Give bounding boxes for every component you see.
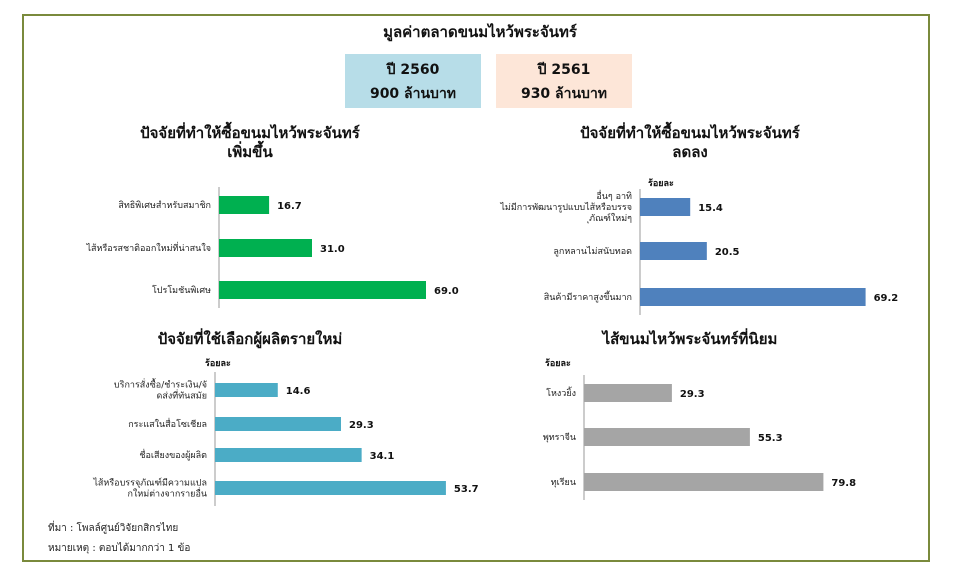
- panel-increase-title-line-1: ปัจจัยที่ทำให้ซื้อขนมไหว้พระจันทร์: [140, 124, 360, 142]
- year-2560-value: 900 ล้านบาท: [369, 86, 457, 102]
- value-label-filling-0: 29.3: [680, 389, 705, 400]
- bar-filling-2: [584, 473, 824, 491]
- panel-filling-title-line-1: ไส้ขนมไหว้พระจันทร์ที่นิยม: [602, 330, 778, 348]
- value-label-filling-1: 55.3: [758, 433, 783, 444]
- unit-label-new-maker: ร้อยละ: [205, 359, 231, 369]
- category-label-filling-2: ทุเรียน: [551, 477, 576, 488]
- bar-decrease-1: [640, 242, 707, 260]
- category-label-new-maker-3: ไส้หรือบรรจุภัณฑ์มีความแปลกใหม่ต่างจากรา…: [92, 477, 207, 500]
- category-label-decrease-1: ลูกหลานไม่สนับทอด: [553, 246, 632, 257]
- unit-label-filling: ร้อยละ: [545, 359, 571, 369]
- bar-new-maker-0: [215, 383, 278, 397]
- category-label-new-maker-1: กระแสในสื่อโซเชียล: [128, 417, 207, 430]
- value-label-increase-1: 31.0: [320, 244, 345, 255]
- footnote: หมายเหตุ : ตอบได้มากกว่า 1 ข้อ: [48, 543, 191, 554]
- value-label-decrease-2: 69.2: [874, 293, 899, 304]
- category-label-decrease-0: อื่นๆ อาทิไม่มีการพัฒนารูปแบบไส้หรือบรรจ…: [499, 189, 632, 224]
- bar-decrease-2: [640, 288, 866, 306]
- year-2560-box: ปี 2560 900 ล้านบาท: [345, 54, 481, 108]
- category-label-new-maker-2: ชื่อเสียงของผู้ผลิต: [139, 448, 207, 461]
- panel-decrease-title-line-1: ปัจจัยที่ทำให้ซื้อขนมไหว้พระจันทร์: [580, 124, 800, 142]
- category-label-decrease-2: สินค้ามีราคาสูงขึ้นมาก: [544, 290, 632, 303]
- value-label-decrease-0: 15.4: [698, 203, 723, 214]
- category-label-increase-1: ไส้หรือรสชาติออกใหม่ที่น่าสนใจ: [86, 241, 212, 254]
- year-2561-box: ปี 2561 930 ล้านบาท: [496, 54, 632, 108]
- bar-increase-1: [219, 239, 312, 257]
- panel-new-maker-title: ปัจจัยที่ใช้เลือกผู้ผลิตรายใหม่: [60, 330, 440, 349]
- bar-decrease-0: [640, 198, 691, 216]
- value-label-new-maker-3: 53.7: [454, 484, 479, 495]
- panel-increase-title-line-2: เพิ่มขึ้น: [227, 143, 273, 161]
- bar-increase-0: [219, 196, 270, 214]
- panel-decrease-title: ปัจจัยที่ทำให้ซื้อขนมไหว้พระจันทร์ ลดลง: [500, 124, 880, 162]
- source-note: ที่มา : โพลล์ศูนย์วิจัยกสิกรไทย: [48, 523, 179, 534]
- bar-filling-0: [584, 384, 672, 402]
- bar-increase-2: [219, 281, 426, 299]
- year-2560-label: ปี 2560: [386, 62, 440, 78]
- category-label-new-maker-0: บริการสั่งซื้อ/ชำระเงิน/จัดส่งที่ทันสมัย: [114, 378, 207, 402]
- value-label-new-maker-1: 29.3: [349, 420, 374, 431]
- category-label-increase-2: โปรโมชันพิเศษ: [152, 285, 211, 296]
- panel-new-maker-title-line-1: ปัจจัยที่ใช้เลือกผู้ผลิตรายใหม่: [157, 330, 343, 348]
- infographic-frame: [22, 14, 930, 562]
- value-label-new-maker-2: 34.1: [370, 451, 395, 462]
- bar-filling-1: [584, 428, 750, 446]
- panel-decrease-title-line-2: ลดลง: [672, 143, 708, 161]
- category-label-filling-1: พุทราจีน: [543, 432, 576, 443]
- category-label-increase-0: สิทธิพิเศษสำหรับสมาชิก: [118, 200, 211, 211]
- panel-filling-title: ไส้ขนมไหว้พระจันทร์ที่นิยม: [500, 330, 880, 349]
- value-label-decrease-1: 20.5: [715, 247, 740, 258]
- value-label-new-maker-0: 14.6: [286, 386, 311, 397]
- value-label-filling-2: 79.8: [831, 478, 856, 489]
- year-2561-label: ปี 2561: [537, 62, 591, 78]
- bar-new-maker-3: [215, 481, 446, 495]
- unit-label-decrease: ร้อยละ: [648, 179, 674, 189]
- category-label-filling-0: โหงวยิ้ง: [546, 386, 576, 399]
- main-title: มูลค่าตลาดขนมไหว้พระจันทร์: [383, 23, 577, 41]
- bar-new-maker-1: [215, 417, 341, 431]
- year-2561-value: 930 ล้านบาท: [520, 86, 608, 102]
- bar-new-maker-2: [215, 448, 362, 462]
- panel-increase-title: ปัจจัยที่ทำให้ซื้อขนมไหว้พระจันทร์ เพิ่ม…: [60, 124, 440, 162]
- value-label-increase-2: 69.0: [434, 286, 459, 297]
- value-label-increase-0: 16.7: [277, 201, 302, 212]
